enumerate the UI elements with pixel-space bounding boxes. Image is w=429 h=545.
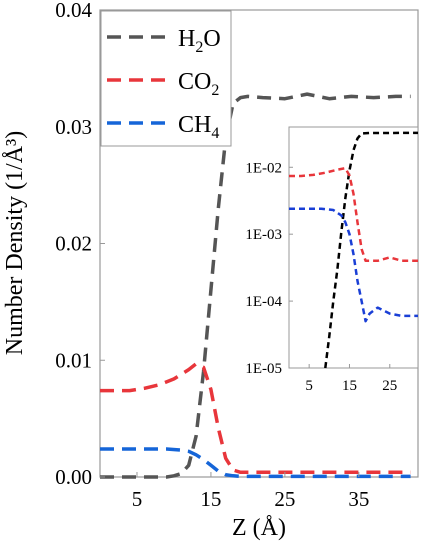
x-tick-label: 35: [348, 487, 369, 511]
inset-y-tick-label: 1E-03: [245, 227, 282, 243]
legend-label-ch4: CH4: [178, 112, 219, 142]
inset-x-tick-label: 25: [382, 378, 397, 394]
main-series-line-co2: [100, 362, 411, 475]
inset-y-tick-label: 1E-04: [245, 294, 282, 310]
inset-series-line-h2o: [324, 131, 418, 369]
y-tick-label: 0.01: [55, 348, 92, 372]
main-series-line-ch4: [100, 447, 411, 479]
inset-x-ticks: 5 15 25: [305, 364, 397, 394]
inset-x-tick-label: 5: [305, 378, 313, 394]
main-y-ticks: 0.00 0.01 0.02 0.03 0.04: [55, 0, 105, 489]
y-tick-label: 0.04: [55, 0, 92, 22]
inset-x-tick-label: 15: [342, 378, 357, 394]
legend-label-co2: CO2: [178, 69, 219, 99]
x-tick-label: 25: [274, 487, 295, 511]
inset-frame: [288, 126, 419, 369]
inset-chart: 5 15 25 1E-05 1E-04 1E-03 1E-02: [245, 126, 419, 394]
main-x-ticks: 5 15 25 35: [132, 472, 369, 511]
legend: H2O CO2 CH4: [100, 10, 232, 147]
inset-y-ticks: 1E-05 1E-04 1E-03 1E-02: [245, 160, 293, 377]
x-tick-label: 15: [200, 487, 221, 511]
x-tick-label: 5: [132, 487, 143, 511]
inset-series-line-co2: [289, 166, 418, 263]
y-tick-label: 0.00: [55, 465, 92, 489]
inset-series-lines: [289, 131, 418, 369]
legend-box: [100, 10, 232, 147]
inset-y-tick-label: 1E-02: [245, 160, 282, 176]
inset-y-tick-label: 1E-05: [245, 361, 282, 377]
x-axis-label: Z (Å): [232, 515, 286, 541]
y-axis-label: Number Density (1/Å³): [2, 131, 28, 355]
y-tick-label: 0.02: [55, 232, 92, 256]
legend-label-h2o: H2O: [178, 26, 221, 56]
y-tick-label: 0.03: [55, 115, 92, 139]
